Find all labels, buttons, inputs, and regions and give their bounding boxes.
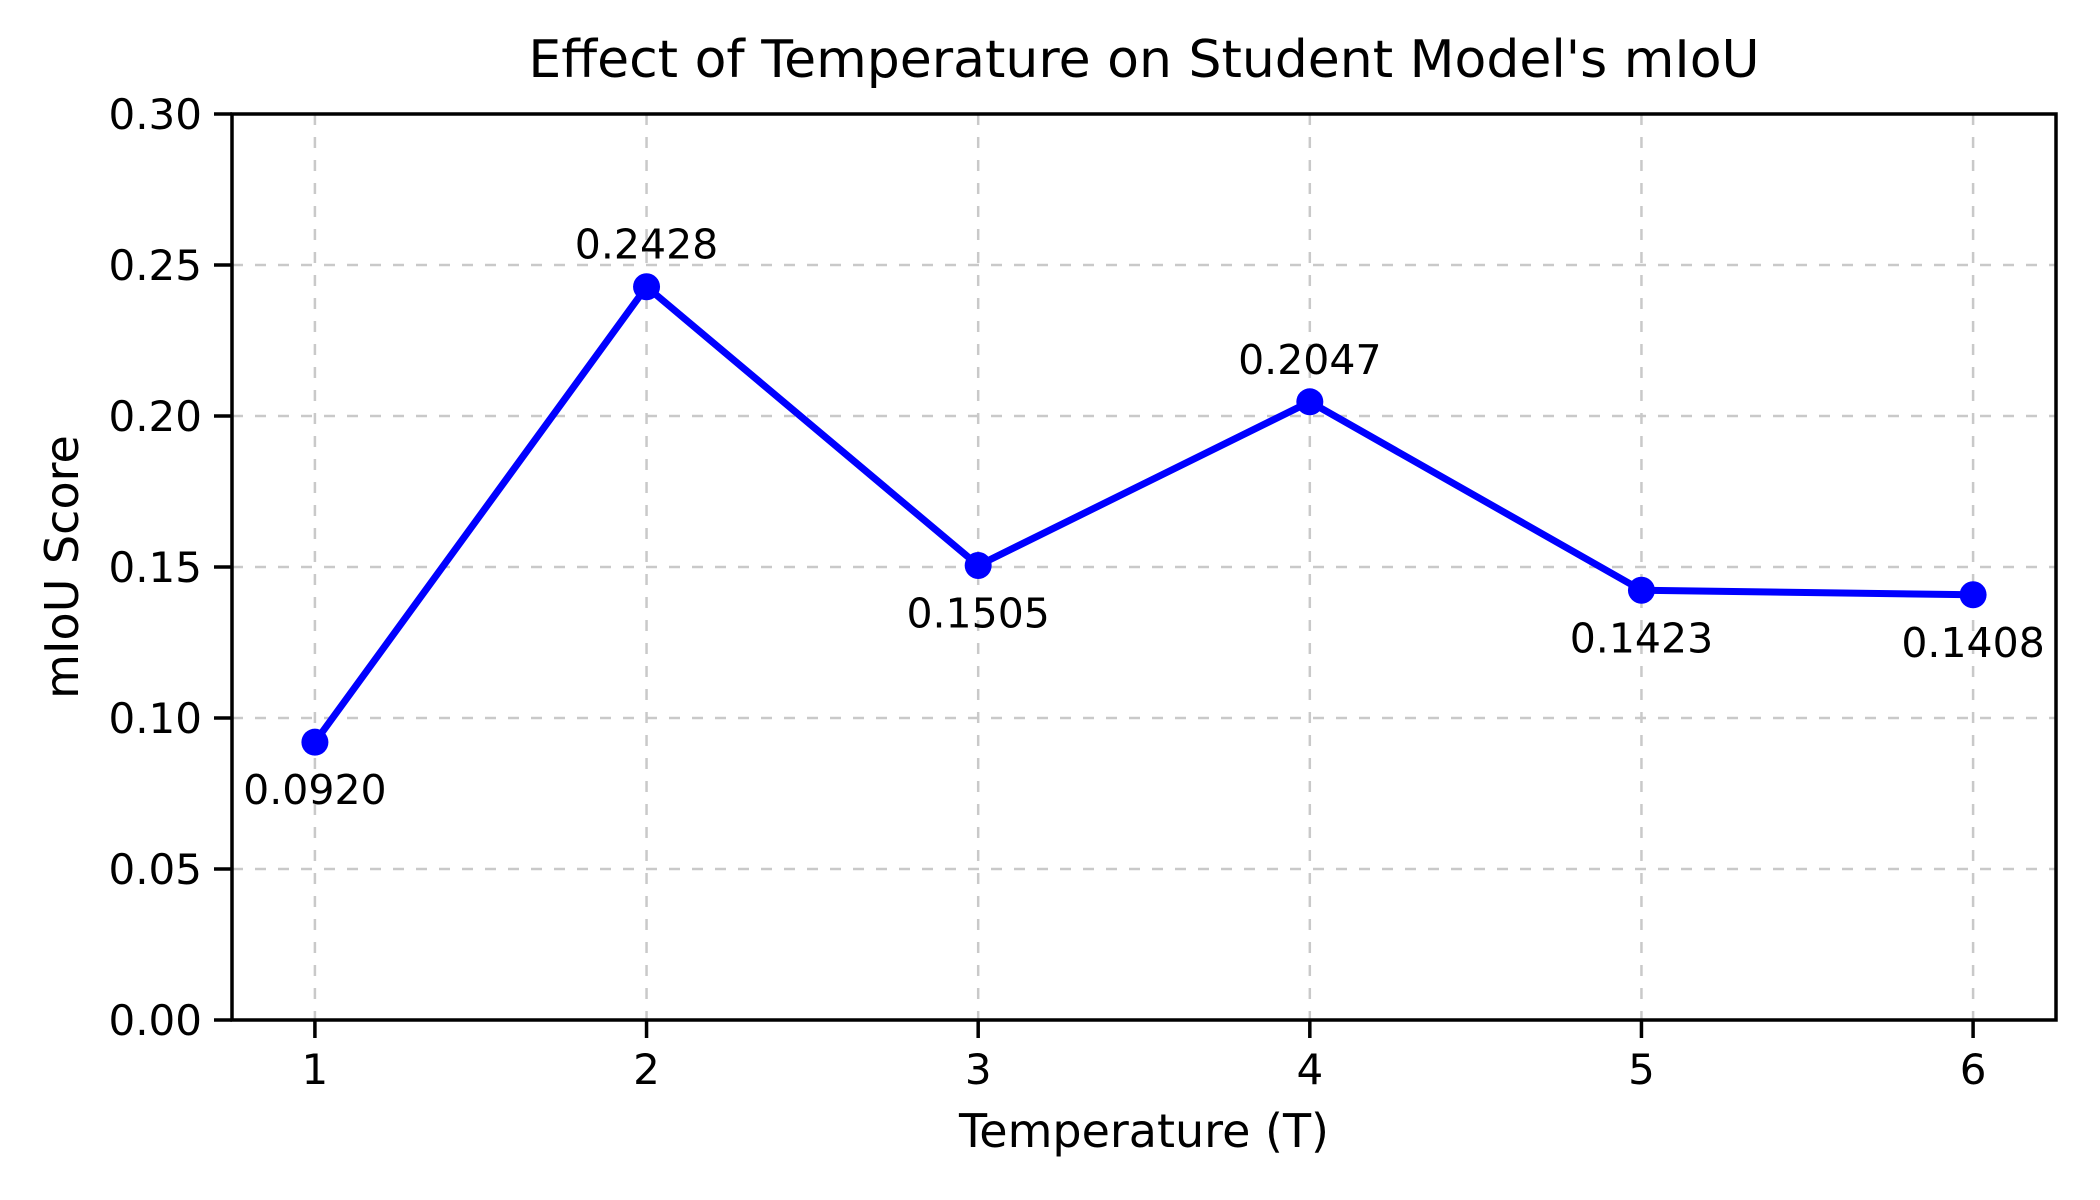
y-tick-label: 0.15: [108, 543, 202, 592]
data-point-marker: [1959, 581, 1987, 609]
y-tick-label: 0.05: [108, 845, 202, 894]
y-tick-label: 0.25: [108, 241, 202, 290]
data-point-label: 0.1408: [1901, 619, 2044, 667]
data-line: [311, 283, 1977, 746]
data-point-label: 0.1423: [1570, 614, 1713, 662]
x-tick-label: 5: [1628, 1045, 1655, 1094]
y-tick-label: 0.30: [108, 90, 202, 139]
x-tick-label: 1: [302, 1045, 329, 1094]
data-point-marker: [301, 728, 329, 756]
y-tick-label: 0.00: [108, 996, 202, 1045]
data-point-marker: [1627, 576, 1655, 604]
data-point-label: 0.2428: [575, 221, 718, 269]
y-axis-label: mIoU Score: [35, 435, 89, 699]
x-tick-label: 2: [633, 1045, 660, 1094]
data-point-label: 0.1505: [906, 589, 1049, 637]
x-tick-label: 6: [1960, 1045, 1987, 1094]
x-tick-label: 3: [965, 1045, 992, 1094]
plot-border: [230, 112, 2058, 1022]
chart-title: Effect of Temperature on Student Model's…: [528, 30, 1760, 90]
y-tick-label: 0.10: [108, 694, 202, 743]
x-tick-label: 4: [1296, 1045, 1323, 1094]
data-point-label: 0.2047: [1238, 336, 1381, 384]
x-axis-label: Temperature (T): [959, 1104, 1329, 1158]
data-point-marker: [964, 551, 992, 579]
y-tick-label: 0.20: [108, 392, 202, 441]
data-point-marker: [1296, 388, 1324, 416]
data-point-marker: [633, 273, 661, 301]
data-point-label: 0.0920: [243, 766, 386, 814]
